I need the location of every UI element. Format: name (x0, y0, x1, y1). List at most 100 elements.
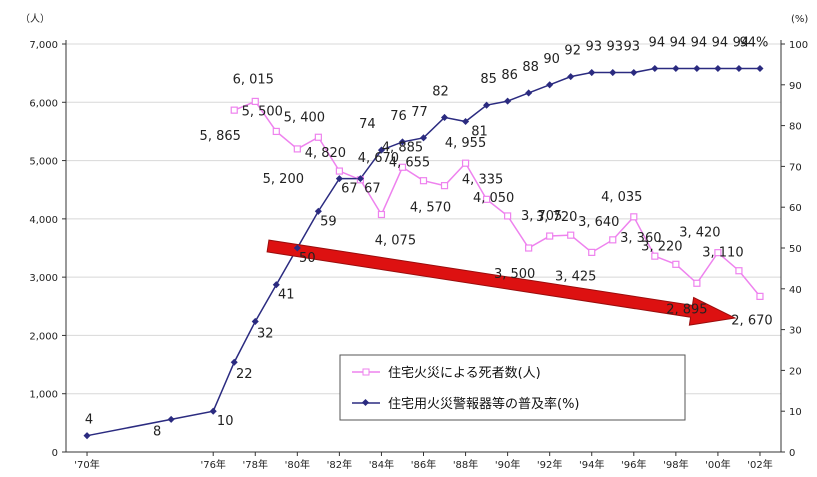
right-tick-label: 70 (789, 162, 802, 173)
point-deaths (440, 182, 449, 190)
data-label-deaths: 4, 050 (473, 191, 514, 206)
data-label-alarm-rate: 94 (691, 35, 708, 50)
data-label-alarm-rate: 88 (522, 60, 539, 75)
right-tick-label: 30 (789, 326, 802, 337)
point-deaths (756, 292, 764, 300)
data-label-alarm-rate: 67 (341, 182, 358, 197)
x-tick-label: '00年 (705, 458, 730, 471)
point-alarm-rate (440, 113, 449, 121)
data-label-alarm-rate: 32 (257, 326, 274, 341)
right-tick-label: 100 (789, 40, 808, 51)
data-label-deaths: 5, 865 (200, 129, 241, 144)
point-alarm-rate (714, 64, 722, 73)
data-label-alarm-rate: 8 (153, 424, 161, 439)
data-label-deaths: 3, 640 (578, 215, 619, 230)
point-deaths (377, 210, 386, 219)
point-alarm-rate (546, 81, 554, 89)
data-label-alarm-rate: 22 (236, 367, 253, 382)
data-label-deaths: 4, 335 (462, 172, 503, 187)
data-label-alarm-rate: 92 (564, 44, 581, 59)
point-alarm-rate (167, 415, 175, 423)
right-axis-ticks: 0 10 20 30 40 50 60 70 80 90 100 (781, 40, 808, 459)
x-tick-label: '92年 (537, 458, 562, 471)
x-tick-label: '82年 (327, 458, 352, 471)
left-tick-label: 4,000 (29, 215, 58, 226)
right-tick-label: 40 (789, 285, 802, 296)
point-alarm-rate (293, 244, 301, 252)
point-alarm-rate (230, 358, 238, 366)
data-label-alarm-rate: 93 (606, 40, 623, 55)
data-label-deaths: 4, 955 (445, 136, 486, 151)
data-label-alarm-rate: 81 (471, 125, 488, 140)
trend-arrow (266, 239, 737, 326)
point-alarm-rate (356, 175, 364, 183)
point-alarm-rate (693, 64, 701, 73)
data-label-alarm-rate: 59 (320, 214, 337, 229)
point-deaths (714, 249, 722, 257)
data-label-deaths: 2, 670 (731, 313, 772, 328)
left-axis-unit: （人） (20, 13, 50, 25)
x-tick-label: '96年 (621, 458, 646, 471)
data-label-alarm-rate: 93 (624, 40, 641, 55)
left-tick-label: 2,000 (29, 331, 58, 342)
point-alarm-rate (251, 317, 259, 325)
point-alarm-rate (419, 134, 428, 142)
left-tick-label: 7,000 (29, 40, 58, 51)
right-tick-label: 80 (789, 122, 802, 133)
point-alarm-rate (756, 64, 764, 73)
left-tick-label: 0 (52, 448, 58, 459)
data-label-alarm-rate: 94 (733, 35, 750, 50)
data-label-deaths: 3, 220 (641, 239, 682, 254)
x-axis-ticks: '70年 '76年 '78年 '80年 '82年 '84年 '86年 '88年 '90年 '92年… (74, 452, 773, 471)
data-label-deaths: 4, 820 (305, 146, 346, 161)
point-deaths (335, 167, 343, 175)
legend-marker-alarm-rate (361, 398, 370, 407)
point-alarm-rate (609, 69, 617, 77)
point-deaths (293, 145, 301, 153)
point-deaths (525, 244, 533, 252)
point-alarm-rate (209, 407, 217, 415)
right-tick-label: 90 (789, 81, 802, 92)
legend-marker-deaths (362, 368, 370, 376)
data-label-deaths: 4, 885 (382, 140, 423, 155)
data-label-alarm-rate: 74 (359, 117, 376, 132)
right-tick-label: 0 (789, 448, 795, 459)
point-alarm-rate (504, 97, 512, 105)
point-deaths (651, 252, 659, 260)
x-tick-label: '94年 (579, 458, 604, 471)
data-label-alarm-rate: 67 (364, 182, 381, 197)
gridlines (66, 43, 781, 395)
data-label-deaths: 3, 720 (536, 210, 577, 225)
x-tick-label: '98年 (663, 458, 688, 471)
point-deaths (504, 212, 512, 220)
data-label-alarm-rate: 82 (432, 84, 449, 99)
right-tick-label: 50 (789, 244, 802, 255)
x-tick-label: '90年 (495, 458, 520, 471)
point-alarm-rate (525, 89, 533, 97)
right-axis-unit: (%) (791, 14, 808, 25)
right-tick-label: 10 (789, 407, 802, 418)
data-label-alarm-rate: 94 (712, 35, 729, 50)
point-deaths (567, 231, 575, 239)
point-deaths (588, 248, 596, 256)
data-label-alarm-rate: 94 (670, 35, 687, 50)
data-label-deaths: 4, 570 (410, 201, 451, 216)
left-tick-label: 1,000 (29, 390, 58, 401)
point-alarm-rate (483, 101, 491, 109)
point-deaths (672, 260, 680, 268)
left-axis-ticks: 0 1,000 2,000 3,000 4,000 5,000 6,000 7,000 (29, 40, 66, 459)
data-label-alarm-rate: 10 (217, 414, 234, 429)
data-label-deaths: 5, 400 (284, 110, 325, 125)
x-tick-label: '80年 (285, 458, 310, 471)
point-alarm-rate (630, 69, 638, 77)
x-tick-label: '70年 (74, 458, 99, 471)
point-alarm-rate (335, 175, 343, 183)
series-points (83, 64, 764, 440)
x-tick-label: '84年 (369, 458, 394, 471)
data-label-alarm-rate: 76 (390, 109, 407, 124)
point-alarm-rate (314, 207, 322, 215)
data-label-deaths: 4, 670 (358, 151, 399, 166)
data-label-alarm-rate: 77 (411, 105, 428, 120)
legend-label-alarm-rate: 住宅用火災警報器等の普及率(%) (388, 396, 580, 412)
